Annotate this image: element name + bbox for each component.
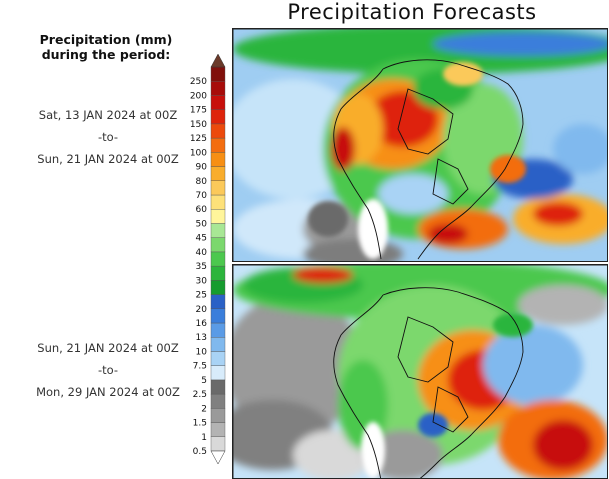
legend-swatch-7.5: [210, 351, 226, 366]
period-1-label: Sat, 13 JAN 2024 at 00Z -to- Sun, 21 JAN…: [20, 104, 196, 170]
legend-heading-line1: Precipitation (mm): [39, 32, 173, 47]
legend-label-175: 175: [190, 106, 207, 116]
legend-label-250: 250: [190, 77, 207, 87]
precip-map-week-2-svg: [233, 265, 607, 478]
legend-label-50: 50: [196, 219, 208, 229]
legend-swatch-100: [210, 137, 226, 153]
legend-label-20: 20: [196, 305, 208, 315]
legend-label-200: 200: [190, 91, 207, 101]
legend-swatch-200: [210, 81, 226, 96]
legend-label-40: 40: [196, 248, 208, 258]
legend-swatch-70: [210, 180, 226, 196]
legend-label-30: 30: [196, 276, 208, 286]
legend-swatch-2: [210, 393, 226, 409]
period-1-start: Sat, 13 JAN 2024 at 00Z: [38, 108, 178, 122]
legend-swatch-2.5: [210, 379, 226, 395]
coastlines: [333, 287, 524, 478]
legend-swatch-60: [210, 194, 226, 210]
legend-label-0.5: 0.5: [193, 447, 207, 457]
legend-swatch-10: [210, 337, 226, 352]
legend-swatch-25: [210, 280, 226, 295]
legend-arrow-bottom: [210, 450, 226, 465]
page-title: Precipitation Forecasts: [287, 0, 537, 24]
legend-arrow-top: [210, 53, 226, 68]
legend-label-125: 125: [190, 134, 207, 144]
legend-heading: Precipitation (mm) during the period:: [20, 32, 192, 62]
legend-swatch-125: [210, 123, 226, 139]
legend-label-35: 35: [196, 262, 207, 272]
legend-swatch-150: [210, 109, 226, 125]
period-1-end: Sun, 21 JAN 2024 at 00Z: [37, 152, 179, 166]
period-2-sep: -to-: [97, 363, 119, 377]
legend-label-10: 10: [196, 347, 208, 357]
legend-swatch-50: [210, 209, 226, 224]
legend-label-1: 1: [201, 433, 207, 443]
legend-swatch-35: [210, 251, 226, 267]
legend-label-70: 70: [196, 191, 208, 201]
period-2-label: Sun, 21 JAN 2024 at 00Z -to- Mon, 29 JAN…: [20, 337, 196, 403]
legend-label-45: 45: [196, 234, 207, 244]
legend-label-2.5: 2.5: [193, 390, 207, 400]
legend-label-13: 13: [196, 333, 207, 343]
legend-swatch-16: [210, 308, 226, 324]
legend-label-60: 60: [196, 205, 208, 215]
legend-swatch-175: [210, 95, 226, 110]
legend-label-5: 5: [201, 376, 207, 386]
precip-map-week-1: [232, 28, 608, 262]
legend-swatch-250: [210, 66, 226, 82]
legend-swatch-0.5: [210, 436, 226, 452]
precip-map-week-1-svg: [233, 29, 607, 261]
legend-label-7.5: 7.5: [193, 362, 207, 372]
legend-label-80: 80: [196, 177, 208, 187]
legend-label-1.5: 1.5: [193, 419, 207, 429]
legend-swatch-1.5: [210, 408, 226, 423]
legend-swatch-20: [210, 294, 226, 309]
legend-swatch-1: [210, 422, 226, 437]
legend-label-25: 25: [196, 291, 207, 301]
legend-heading-line2: during the period:: [41, 47, 171, 62]
legend-swatch-30: [210, 265, 226, 281]
legend-label-16: 16: [196, 319, 208, 329]
period-2-start: Sun, 21 JAN 2024 at 00Z: [37, 341, 179, 355]
period-1-sep: -to-: [97, 130, 119, 144]
color-legend: 0.5 1 1.5 2 2.5 5 7.5 10 13 16 20 25 30 35 40 45 50 60 70 8…: [190, 53, 226, 465]
legend-swatch-13: [210, 322, 226, 338]
period-2-end: Mon, 29 JAN 2024 at 00Z: [36, 385, 180, 399]
legend-label-2: 2: [201, 404, 207, 414]
legend-swatch-40: [210, 237, 226, 253]
legend-label-100: 100: [190, 148, 207, 158]
legend-swatch-90: [210, 152, 226, 167]
legend-label-150: 150: [190, 120, 207, 130]
coastlines: [333, 59, 524, 260]
legend-swatch-5: [210, 365, 226, 381]
legend-swatch-80: [210, 166, 226, 181]
precip-map-week-2: [232, 264, 608, 479]
legend-swatch-45: [210, 223, 226, 238]
legend-label-90: 90: [196, 163, 208, 173]
